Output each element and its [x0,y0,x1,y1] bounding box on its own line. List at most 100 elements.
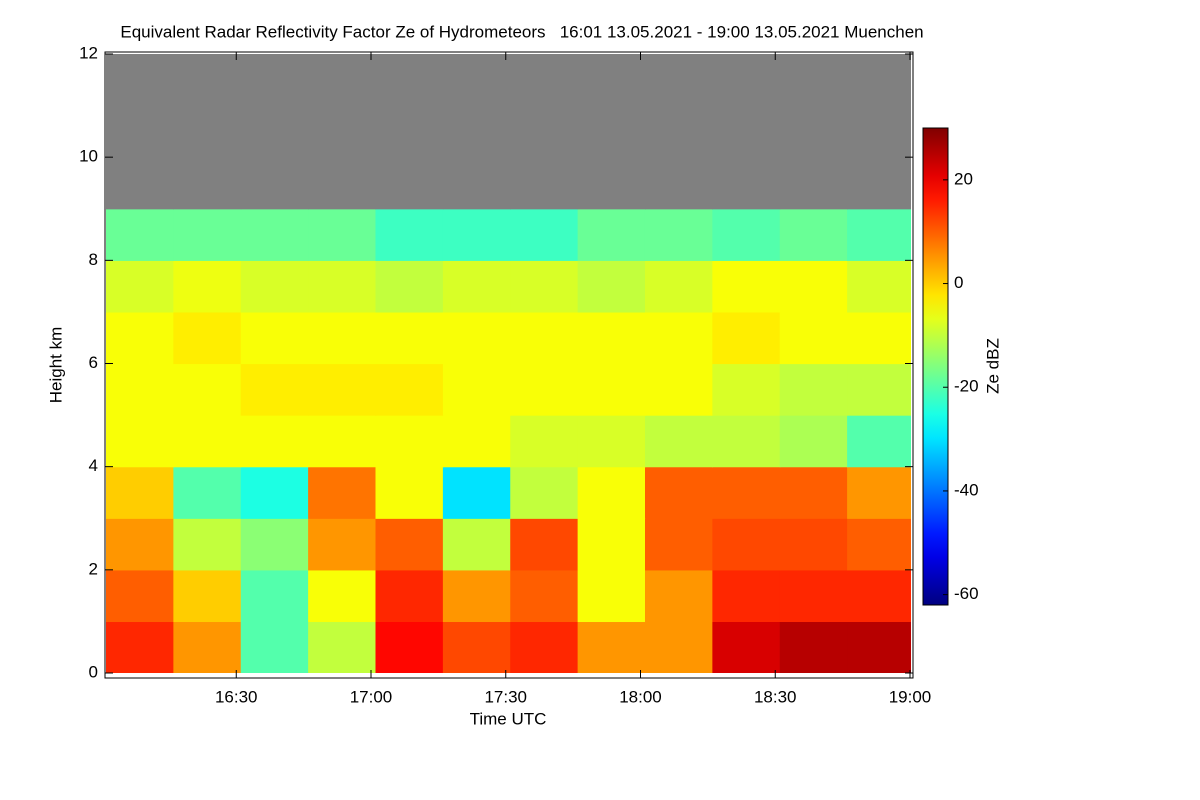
heatmap-cell [442,157,511,210]
heatmap-cell [106,569,174,623]
heatmap-cell [577,260,646,313]
heatmap-cell [644,208,713,261]
heatmap-cell [240,54,309,107]
heatmap-cell [240,157,309,210]
heatmap-cell [644,569,713,623]
heatmap-cell [510,466,579,519]
heatmap-cell [442,569,511,623]
heatmap-cell [779,157,848,210]
heatmap-cell [173,466,242,519]
heatmap [106,54,911,673]
heatmap-cell [106,621,174,673]
heatmap-cell [442,311,511,365]
heatmap-cell [644,415,713,468]
heatmap-cell [106,157,174,210]
heatmap-cell [577,363,646,416]
x-tick-label: 16:30 [215,687,258,706]
heatmap-cell [240,363,309,416]
heatmap-cell [847,518,911,571]
plot-frame [104,51,914,679]
heatmap-cell [712,311,781,365]
heatmap-cell [779,260,848,313]
heatmap-cell [240,569,309,623]
heatmap-cell [442,621,511,673]
x-tick-label: 18:00 [619,687,662,706]
y-tick-label: 4 [89,456,98,475]
heatmap-cell [712,208,781,261]
heatmap-cell [712,621,781,673]
heatmap-cell [308,569,377,623]
y-tick-label: 2 [89,559,98,578]
heatmap-cell [173,105,242,158]
colorbar-tick-label: -20 [954,377,979,396]
heatmap-cell [779,54,848,107]
heatmap-cell [779,208,848,261]
heatmap-cell [847,466,911,519]
heatmap-cell [644,157,713,210]
heatmap-cell [442,363,511,416]
heatmap-cell [644,466,713,519]
colorbar-tick-label: 0 [954,273,963,292]
heatmap-cell [106,311,174,365]
y-tick-label: 12 [79,43,98,62]
heatmap-cell [106,415,174,468]
heatmap-cell [173,311,242,365]
heatmap-cell [644,311,713,365]
heatmap-cell [375,260,444,313]
heatmap-cell [779,415,848,468]
heatmap-cell [375,363,444,416]
heatmap-cell [375,311,444,365]
heatmap-cell [847,363,911,416]
heatmap-cell [173,54,242,107]
heatmap-cell [240,311,309,365]
heatmap-cell [173,518,242,571]
heatmap-cell [847,157,911,210]
heatmap-cell [577,415,646,468]
heatmap-cell [308,105,377,158]
heatmap-cell [577,105,646,158]
heatmap-cell [712,105,781,158]
heatmap-cell [847,105,911,158]
heatmap-cell [173,260,242,313]
heatmap-cell [847,621,911,673]
heatmap-cell [510,363,579,416]
heatmap-cell [712,363,781,416]
heatmap-cell [308,518,377,571]
heatmap-cell [644,518,713,571]
heatmap-cell [577,621,646,673]
heatmap-cell [442,466,511,519]
y-tick-label: 8 [89,250,98,269]
heatmap-cell [173,363,242,416]
heatmap-cell [712,569,781,623]
heatmap-cell [240,208,309,261]
heatmap-cell [308,621,377,673]
heatmap-cell [779,518,848,571]
heatmap-cell [510,208,579,261]
heatmap-cell [779,569,848,623]
heatmap-cell [644,105,713,158]
heatmap-cell [173,208,242,261]
heatmap-cell [240,105,309,158]
heatmap-cell [240,621,309,673]
heatmap-cell [510,415,579,468]
y-tick-label: 10 [79,147,98,166]
heatmap-cell [577,311,646,365]
heatmap-cell [779,363,848,416]
heatmap-cell [308,157,377,210]
heatmap-cell [375,54,444,107]
heatmap-cell [308,54,377,107]
heatmap-cell [173,569,242,623]
x-axis-label: Time UTC [470,709,547,728]
heatmap-cell [577,157,646,210]
heatmap-cell [375,518,444,571]
heatmap-cell [308,260,377,313]
heatmap-cell [510,311,579,365]
heatmap-cell [510,621,579,673]
heatmap-cell [375,569,444,623]
y-tick-label: 6 [89,353,98,372]
heatmap-cell [847,208,911,261]
heatmap-cell [106,208,174,261]
heatmap-cell [712,415,781,468]
x-tick-label: 17:30 [484,687,527,706]
